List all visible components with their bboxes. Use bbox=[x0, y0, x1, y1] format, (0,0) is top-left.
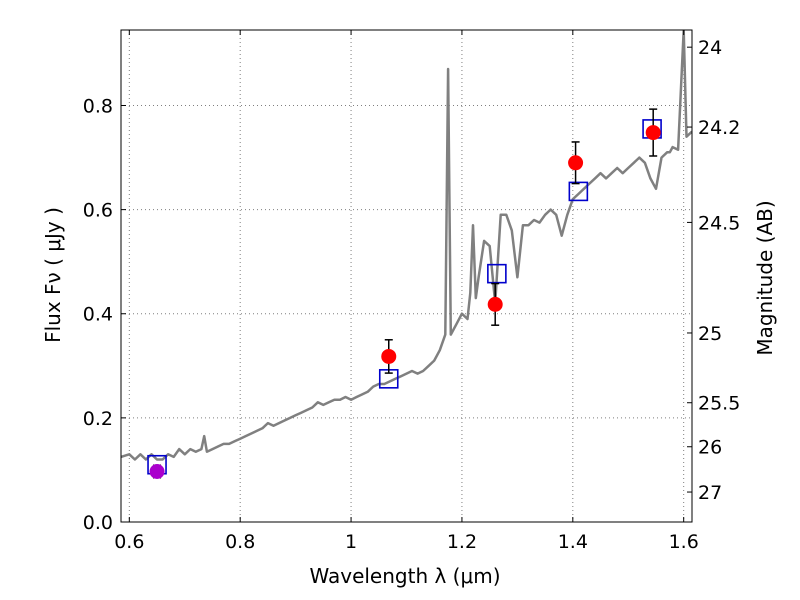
y-axis-title-right: Magnitude (AB) bbox=[753, 200, 777, 355]
x-tick-label: 0.8 bbox=[225, 531, 255, 553]
observed-point bbox=[487, 296, 503, 312]
y-tick-label: 0.0 bbox=[83, 512, 113, 534]
y-tick-label: 0.2 bbox=[83, 408, 113, 430]
observed-point bbox=[381, 348, 397, 364]
x-tick-label: 0.6 bbox=[114, 531, 144, 553]
observed-point bbox=[568, 155, 584, 171]
x-tick-label: 1 bbox=[345, 531, 357, 553]
x-axis-title: Wavelength λ (μm) bbox=[309, 564, 500, 588]
observed-point bbox=[645, 125, 661, 141]
x-tick-label: 1.6 bbox=[669, 531, 699, 553]
y-tick-label: 0.6 bbox=[83, 200, 113, 222]
model-spectrum-line bbox=[121, 30, 692, 461]
magnitude-tick-label: 25.5 bbox=[698, 393, 740, 415]
magnitude-tick-label: 24 bbox=[698, 37, 722, 59]
magnitude-tick-label: 25 bbox=[698, 323, 722, 345]
x-tick-label: 1.4 bbox=[558, 531, 588, 553]
y-tick-label: 0.8 bbox=[83, 95, 113, 117]
magnitude-tick-label: 24.5 bbox=[698, 212, 740, 234]
faint-observed-point bbox=[149, 463, 165, 479]
plot-frame bbox=[120, 29, 693, 523]
model-photometry-box bbox=[487, 263, 507, 284]
magnitude-tick-label: 27 bbox=[698, 482, 722, 504]
magnitude-tick-label: 26 bbox=[698, 437, 722, 459]
model-photometry-box bbox=[568, 181, 589, 202]
y-axis-title: Flux Fν ( μJy ) bbox=[41, 207, 65, 343]
plot-area bbox=[121, 30, 692, 479]
x-tick-label: 1.2 bbox=[447, 531, 477, 553]
magnitude-tick-label: 24.2 bbox=[698, 117, 740, 139]
y-tick-label: 0.4 bbox=[83, 304, 113, 326]
